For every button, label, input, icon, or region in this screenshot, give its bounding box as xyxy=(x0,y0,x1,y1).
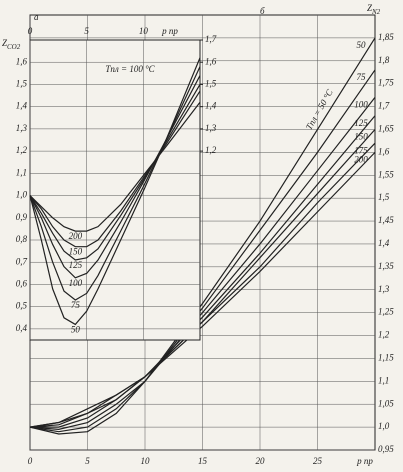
y-tick-label: 1,05 xyxy=(378,398,394,408)
panel: 0 5 10 0,4 0,5 0,6 0,7 0,8 0,9 1,0 1,1 1,2 1,3 1,4 1,5… xyxy=(2,12,217,341)
y-axis-label-sub: N2 xyxy=(371,8,381,16)
y-axis-label: ZCO2 xyxy=(2,38,21,51)
y-tick-label: 1,4 xyxy=(378,238,390,248)
y-tick-label: 1,25 xyxy=(378,307,394,317)
legend-label: 100 xyxy=(354,99,368,109)
curve xyxy=(29,66,201,301)
y-tick-label: 0,7 xyxy=(16,256,28,266)
y-tick-label: 1,35 xyxy=(378,261,394,271)
y-tick-label: 0,4 xyxy=(16,323,28,333)
y-tick-label: 1,5 xyxy=(378,192,390,202)
legend-label: 100 xyxy=(69,278,83,288)
x-axis-label: р пр xyxy=(161,26,178,36)
y-tick-label: 1,5 xyxy=(16,79,28,89)
y2-tick-label: 1,5 xyxy=(205,79,217,89)
y-tick-label: 1,65 xyxy=(378,124,394,134)
panel-label: а xyxy=(34,12,39,22)
legend-label: 125 xyxy=(354,118,368,128)
x-tick-label: 5 xyxy=(84,26,89,36)
y-tick-label: 0,5 xyxy=(16,301,28,311)
y-axis-label-sub: CO2 xyxy=(7,43,21,51)
y-tick-label: 1,7 xyxy=(378,101,390,111)
legend-label: 150 xyxy=(354,132,368,142)
y-tick-label: 1,85 xyxy=(378,32,394,42)
y-tick-label: 1,3 xyxy=(16,123,28,133)
y2-tick-label: 1,7 xyxy=(205,34,217,44)
y-tick-label: 1,75 xyxy=(378,78,394,88)
x-tick-label: 10 xyxy=(141,456,151,466)
y-tick-label: 1,3 xyxy=(378,284,390,294)
y-axis-label-main: Z xyxy=(367,3,373,13)
legend-label: 75 xyxy=(357,72,367,82)
y-tick-label: 1,0 xyxy=(16,190,28,200)
legend-label: 50 xyxy=(71,325,81,335)
y2-tick-label: 1,6 xyxy=(205,56,217,66)
legend-label: 50 xyxy=(357,40,367,50)
annotation: Tпл = 100 °С xyxy=(105,64,155,74)
y-tick-label: 1,15 xyxy=(378,352,394,362)
y-tick-label: 0,95 xyxy=(378,444,394,454)
legend-label: 200 xyxy=(69,231,83,241)
x-tick-label: 10 xyxy=(139,26,149,36)
x-axis-label: р пр xyxy=(356,456,373,466)
panel-background xyxy=(29,39,201,341)
y-axis-label-main: Z xyxy=(2,38,8,48)
curve xyxy=(29,57,201,326)
curve xyxy=(29,101,201,232)
y-tick-label: 1,0 xyxy=(378,421,390,431)
y-tick-label: 1,2 xyxy=(378,330,390,340)
x-tick-label: 0 xyxy=(28,26,33,36)
y-tick-label: 1,1 xyxy=(16,167,27,177)
x-tick-label: 5 xyxy=(85,456,90,466)
y-tick-label: 1,2 xyxy=(16,145,28,155)
curve xyxy=(29,97,376,431)
y-tick-label: 1,6 xyxy=(16,56,28,66)
y-tick-label: 0,9 xyxy=(16,212,28,222)
legend-label: 125 xyxy=(69,260,83,270)
x-tick-label: 20 xyxy=(256,456,266,466)
y2-tick-label: 1,3 xyxy=(205,123,217,133)
y2-tick-label: 1,2 xyxy=(205,145,217,155)
legend-label: 175 xyxy=(354,145,368,155)
curve xyxy=(29,151,376,428)
x-tick-label: 15 xyxy=(198,456,208,466)
y-tick-label: 1,8 xyxy=(378,55,390,65)
y-tick-label: 1,4 xyxy=(16,101,28,111)
panel-label: б xyxy=(260,6,265,16)
y2-tick-label: 1,4 xyxy=(205,101,217,111)
y-tick-label: 1,6 xyxy=(378,146,390,156)
y-tick-label: 1,55 xyxy=(378,169,394,179)
y-tick-label: 1,1 xyxy=(378,375,389,385)
legend-label: 200 xyxy=(354,154,368,164)
legend-label: 75 xyxy=(71,300,81,310)
y-tick-label: 1,45 xyxy=(378,215,394,225)
x-tick-label: 0 xyxy=(28,456,33,466)
y-axis-label: ZN2 xyxy=(367,3,381,16)
legend-label: 150 xyxy=(69,247,83,257)
x-tick-label: 25 xyxy=(313,456,323,466)
y-tick-label: 0,6 xyxy=(16,279,28,289)
y-tick-label: 0,8 xyxy=(16,234,28,244)
